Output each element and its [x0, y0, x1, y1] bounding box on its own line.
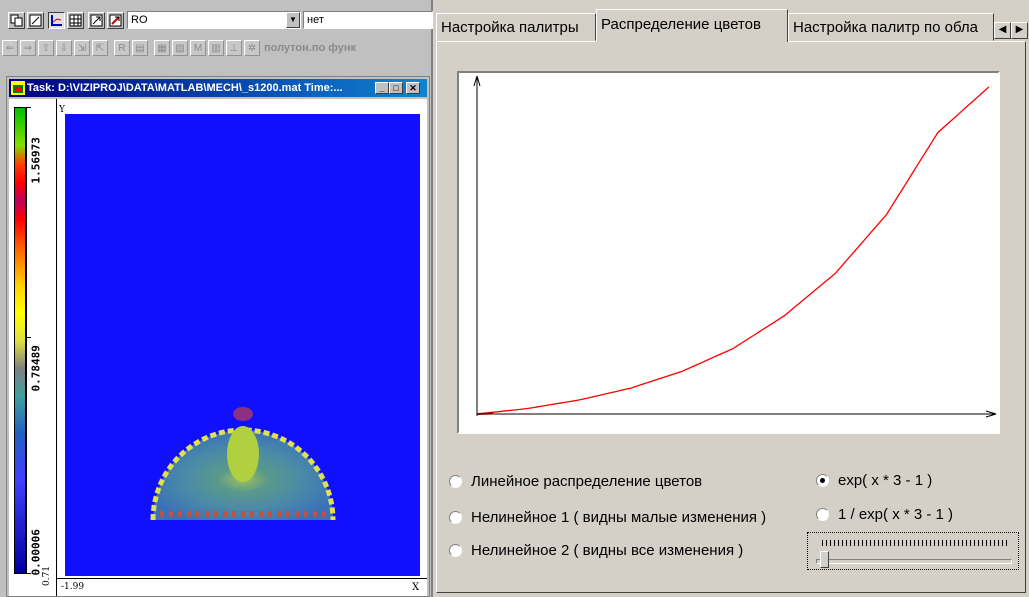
distribution-chart-frame [457, 71, 1000, 434]
light-button[interactable]: ✲ [244, 40, 260, 56]
arrow-up-button[interactable]: ⇧ [38, 40, 54, 56]
colorbar-tick-bottom [26, 573, 31, 574]
task-window-title: Task: D:\VIZIPROJ\DATA\MATLAB\MECH\_s120… [27, 82, 343, 94]
radio-exp-indicator[interactable] [816, 474, 829, 487]
table-button[interactable] [67, 12, 84, 29]
axes2-button[interactable]: ⊥ [226, 40, 242, 56]
tab-label: Распределение цветов [601, 16, 761, 33]
x-axis-line [56, 578, 427, 579]
halftone-label: полутон.по функ [264, 42, 357, 54]
frame-icon [29, 14, 42, 27]
chevron-down-icon[interactable]: ▼ [286, 12, 300, 28]
arrows-color-button[interactable] [107, 12, 124, 29]
tab-scroll-left-button[interactable]: ◀ [994, 22, 1011, 39]
slider-ticks [822, 540, 1007, 546]
radio-inv-exp[interactable]: 1 / exp( x * 3 - 1 ) [816, 505, 953, 525]
palette-settings-panel: Настройка палитры Распределение цветов Н… [433, 0, 1029, 597]
arrow-button[interactable] [88, 12, 105, 29]
minimize-button[interactable]: _ [375, 82, 389, 94]
axes-icon [51, 15, 62, 26]
paste-button[interactable]: ▤ [132, 40, 148, 56]
x-axis-label: X [412, 582, 420, 593]
app-icon [11, 81, 25, 95]
task-window-titlebar[interactable]: Task: D:\VIZIPROJ\DATA\MATLAB\MECH\_s120… [9, 79, 427, 97]
arrow-down-button[interactable]: ⇩ [56, 40, 72, 56]
r-button[interactable]: R [114, 40, 130, 56]
distribution-curve [476, 86, 990, 415]
radio-nonlinear1-label: Нелинейное 1 ( видны малые изменения ) [471, 509, 767, 526]
task-window: Task: D:\VIZIPROJ\DATA\MATLAB\MECH\_s120… [6, 76, 430, 597]
colorbar-min-label: 0.00006 [29, 529, 43, 576]
radio-nonlinear2[interactable]: Нелинейное 2 ( видны все изменения ) [449, 541, 743, 561]
m-button[interactable]: M [190, 40, 206, 56]
radio-linear-indicator[interactable] [449, 475, 462, 488]
scale2-button[interactable]: ▧ [172, 40, 188, 56]
chart-x-axis-arrow [985, 410, 997, 418]
y-axis-label: Y [59, 105, 65, 115]
scale-button[interactable]: ▦ [154, 40, 170, 56]
radio-nonlinear2-label: Нелинейное 2 ( видны все изменения ) [471, 542, 744, 559]
tab-palette-settings[interactable]: Настройка палитры [436, 13, 596, 41]
arrow-right-button[interactable]: ⇒ [20, 40, 36, 56]
curvature-slider[interactable] [807, 532, 1019, 570]
chevron-right-icon: ▶ [1015, 24, 1024, 35]
colorbar-mid-label: 0.78489 [29, 345, 43, 392]
colorbar-max-label: 1.56973 [29, 137, 43, 184]
radio-nonlinear2-indicator[interactable] [449, 544, 462, 557]
radio-inv-exp-indicator[interactable] [816, 508, 829, 521]
tab-scroll-right-button[interactable]: ▶ [1011, 22, 1028, 39]
move-b-button[interactable]: ⇱ [92, 40, 108, 56]
field-image[interactable] [65, 114, 420, 576]
move-a-button[interactable]: ⇲ [74, 40, 90, 56]
y-min-label: 0.71 [42, 565, 52, 586]
tab-label: Настройка палитр по обла [793, 19, 978, 36]
radio-linear[interactable]: Линейное распределение цветов [449, 472, 702, 492]
tab-palette-by-region[interactable]: Настройка палитр по обла [788, 13, 994, 41]
table-grid-icon [69, 14, 82, 27]
variable-select[interactable]: RO ▼ [127, 11, 301, 29]
radio-nonlinear1-indicator[interactable] [449, 511, 462, 524]
colorbar-tick-top [26, 107, 31, 108]
variable-select-value: RO [131, 14, 148, 26]
copy-icon [10, 14, 23, 27]
chevron-left-icon: ◀ [998, 24, 1007, 35]
curve-start-segment [476, 412, 494, 415]
x-min-label: -1.99 [61, 582, 85, 592]
field-red-spot [233, 407, 253, 421]
grid-toggle-button[interactable] [27, 12, 44, 29]
radio-inv-exp-label: 1 / exp( x * 3 - 1 ) [838, 506, 954, 523]
colorbar-tick-mid [26, 337, 31, 338]
radio-exp-label: exp( x * 3 - 1 ) [838, 472, 933, 489]
field-core [227, 426, 259, 482]
radio-exp[interactable]: exp( x * 3 - 1 ) [816, 471, 932, 491]
colorbar [14, 107, 26, 574]
mode-select-value: нет [307, 14, 324, 26]
close-button[interactable]: ✕ [406, 82, 420, 94]
grid2-button[interactable]: ▥ [208, 40, 224, 56]
maximize-button[interactable]: □ [389, 82, 403, 94]
field-rim [150, 427, 336, 521]
color-arrow-icon [109, 14, 122, 27]
mode-select[interactable]: нет [303, 11, 433, 29]
distribution-chart[interactable] [459, 73, 998, 432]
slider-track [816, 559, 1012, 564]
chart-y-axis-arrow [473, 75, 481, 87]
radio-nonlinear1[interactable]: Нелинейное 1 ( видны малые изменения ) [449, 508, 766, 528]
axes-button[interactable] [48, 12, 65, 29]
colorbar-axis [26, 107, 34, 574]
visualization-pane: RO ▼ нет ⇐ ⇒ ⇧ ⇩ ⇲ ⇱ R ▤ ▦ ▧ M ▥ ⊥ ✲ пол… [0, 0, 433, 597]
radio-selected-dot [820, 478, 825, 483]
y-axis-line [56, 99, 57, 596]
arrow-icon [90, 14, 103, 27]
copy-button[interactable] [8, 12, 25, 29]
plot-area: 1.56973 0.78489 0.00006 0.71 Y X -1.99 [9, 99, 427, 596]
slider-thumb[interactable] [820, 551, 829, 568]
arrow-left-button[interactable]: ⇐ [2, 40, 18, 56]
radio-linear-label: Линейное распределение цветов [471, 473, 703, 490]
tab-label: Настройка палитры [441, 19, 579, 36]
tab-color-distribution[interactable]: Распределение цветов [596, 9, 788, 42]
